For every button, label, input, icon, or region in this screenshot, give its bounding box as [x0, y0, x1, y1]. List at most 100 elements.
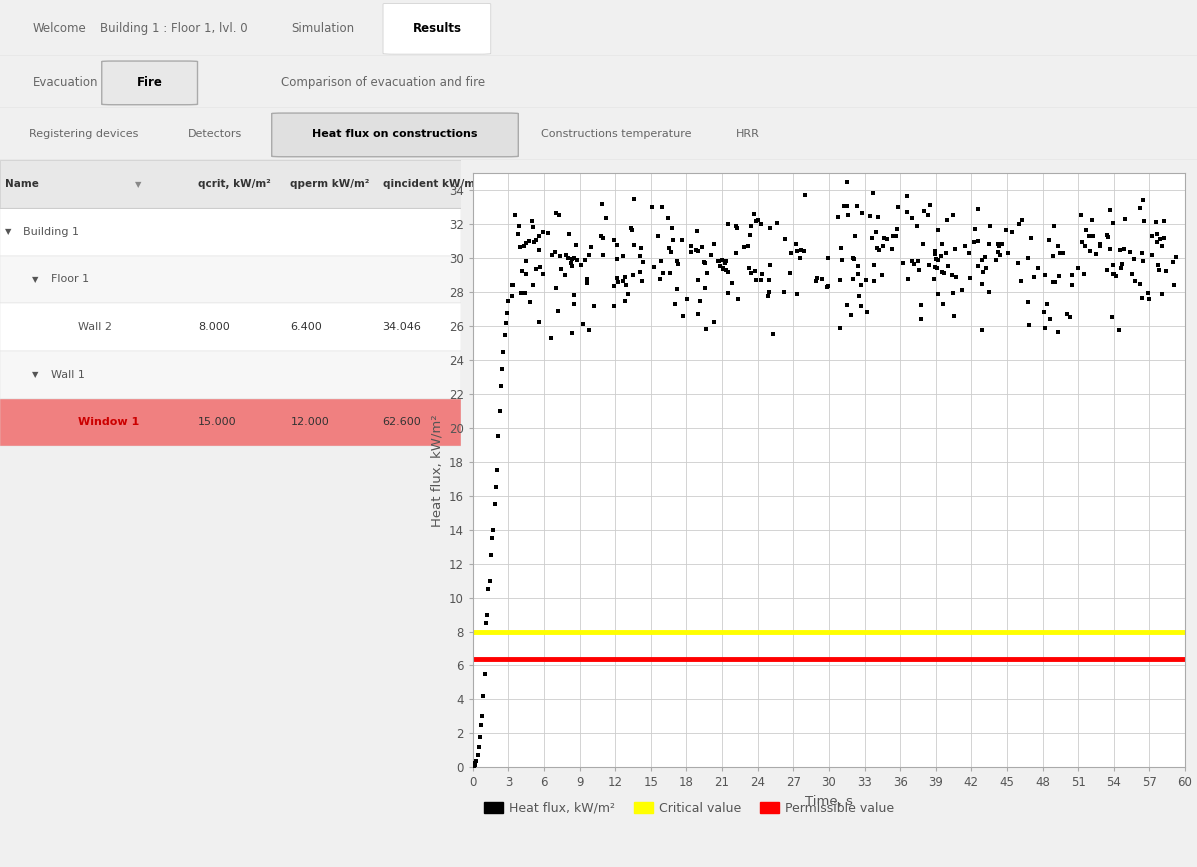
Point — [510, 240, 529, 254]
Point — [1104, 267, 1123, 281]
Point — [776, 232, 795, 246]
Text: HRR: HRR — [736, 129, 760, 140]
Point — [1099, 230, 1118, 244]
Point — [527, 263, 546, 277]
Point — [931, 249, 950, 263]
Point — [633, 255, 652, 269]
Point — [475, 667, 494, 681]
Point — [692, 240, 711, 254]
Text: Building 1 : Floor 1, lvl. 0: Building 1 : Floor 1, lvl. 0 — [99, 22, 248, 35]
FancyBboxPatch shape — [84, 3, 263, 54]
Point — [748, 212, 767, 226]
Point — [1114, 242, 1134, 256]
Point — [1111, 243, 1130, 257]
Point — [837, 199, 856, 213]
Point — [667, 282, 686, 296]
Point — [604, 299, 624, 313]
Point — [942, 269, 961, 283]
Point — [980, 219, 999, 233]
Point — [625, 238, 644, 251]
Point — [759, 290, 778, 303]
Point — [1149, 258, 1168, 272]
Point — [863, 186, 882, 199]
Point — [529, 243, 548, 257]
Point — [576, 253, 595, 267]
Point — [729, 292, 748, 306]
Point — [608, 238, 627, 252]
Text: Registering devices: Registering devices — [29, 129, 139, 140]
Point — [464, 758, 484, 772]
Point — [496, 328, 515, 342]
Point — [567, 238, 587, 252]
Point — [1102, 310, 1122, 323]
Point — [1019, 296, 1038, 310]
Point — [831, 273, 850, 287]
Point — [746, 264, 765, 278]
Point — [873, 239, 892, 253]
Point — [572, 258, 591, 272]
Point — [894, 257, 913, 271]
Point — [869, 243, 888, 257]
Point — [1017, 251, 1037, 265]
Point — [845, 230, 864, 244]
Point — [861, 209, 880, 223]
Point — [1120, 245, 1140, 259]
Point — [494, 344, 514, 359]
Point — [911, 297, 930, 311]
Point — [512, 264, 531, 278]
Point — [594, 231, 613, 245]
Point — [688, 244, 707, 257]
Text: Detectors: Detectors — [188, 129, 243, 140]
Point — [534, 268, 553, 282]
Point — [577, 276, 596, 290]
Point — [869, 210, 888, 224]
Point — [1150, 263, 1169, 277]
Point — [1154, 231, 1173, 244]
Point — [946, 270, 965, 284]
Point — [1102, 216, 1122, 230]
Point — [691, 295, 710, 309]
Point — [1132, 193, 1152, 207]
Point — [604, 233, 624, 247]
Point — [579, 323, 598, 337]
Text: Wall 2: Wall 2 — [78, 323, 113, 332]
Point — [537, 226, 557, 240]
Point — [542, 249, 561, 263]
Point — [747, 214, 766, 228]
Point — [807, 274, 826, 288]
Bar — [0, 256, 461, 303]
Point — [701, 248, 721, 262]
Point — [470, 730, 490, 744]
Point — [864, 274, 883, 288]
Text: Evacuation: Evacuation — [34, 76, 98, 88]
Point — [919, 257, 938, 271]
Point — [782, 246, 801, 260]
Point — [555, 268, 575, 282]
Point — [631, 241, 650, 255]
Point — [1087, 247, 1106, 261]
Point — [903, 211, 922, 225]
Point — [530, 260, 549, 274]
Point — [1076, 223, 1095, 237]
Point — [524, 235, 543, 249]
Point — [1163, 255, 1183, 269]
Point — [952, 284, 971, 297]
Point — [687, 243, 706, 257]
Point — [718, 218, 737, 231]
Point — [1083, 213, 1102, 227]
Point — [1153, 287, 1172, 301]
Point — [955, 239, 974, 253]
Point — [910, 263, 929, 277]
Point — [652, 200, 672, 214]
Point — [946, 242, 965, 256]
Text: Name: Name — [5, 179, 38, 189]
Point — [1074, 267, 1093, 281]
Point — [522, 214, 541, 228]
Bar — [0, 303, 461, 351]
Point — [530, 230, 549, 244]
Point — [563, 252, 582, 266]
Point — [631, 249, 650, 263]
Point — [613, 249, 632, 263]
Point — [517, 267, 536, 281]
Point — [989, 238, 1008, 251]
